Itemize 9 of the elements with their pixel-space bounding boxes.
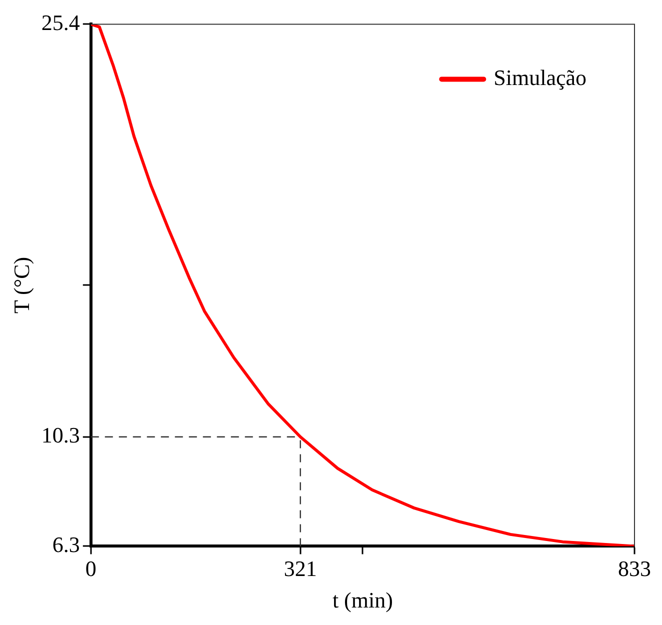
y-tick-label: 25.4 [41,10,80,35]
x-tick-label: 833 [618,556,651,582]
x-tick-label: 0 [85,556,96,582]
y-tick-label: 10.3 [41,422,80,448]
x-tick-label: 321 [284,556,317,582]
y-tick-label: 6.3 [52,532,80,557]
x-axis-title: t (min) [332,588,393,613]
y-axis-title: T (°C) [8,256,34,314]
legend-label: Simulação [494,64,587,90]
